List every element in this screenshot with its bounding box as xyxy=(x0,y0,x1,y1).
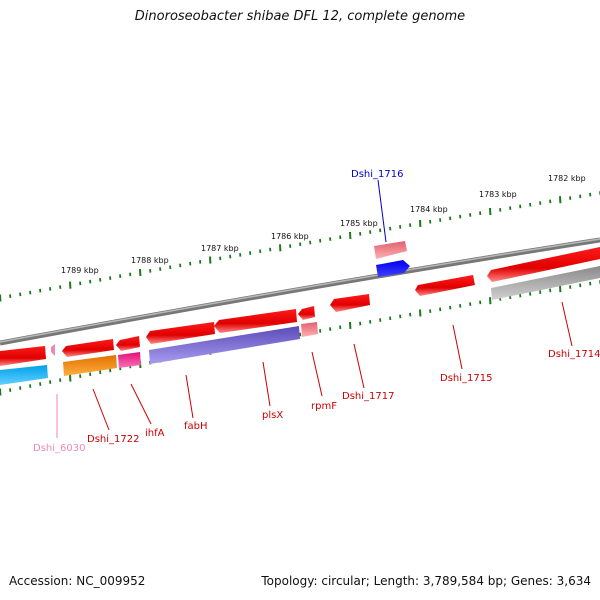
kbp-label: 1785 kbp xyxy=(340,219,378,228)
gene-left-edge-arrow[interactable] xyxy=(0,346,46,366)
leader-plsx xyxy=(262,361,271,407)
kbp-label: 1783 kbp xyxy=(479,190,517,199)
gene-label-dshi-1722[interactable]: Dshi_1722 xyxy=(87,434,139,445)
gene-label-plsx[interactable]: plsX xyxy=(262,410,283,421)
leader-ihfa xyxy=(130,383,152,425)
kbp-label: 1786 kbp xyxy=(271,232,309,241)
gene-label-rpmf[interactable]: rpmF xyxy=(311,401,337,412)
leader-dshi-1714 xyxy=(561,301,573,347)
gene-label-dshi-1716[interactable]: Dshi_1716 xyxy=(351,169,403,180)
gene-dshi-1716-blue[interactable] xyxy=(376,260,410,277)
inner-tick-row xyxy=(0,280,600,396)
gene-dshi-6030-feature[interactable] xyxy=(0,365,48,385)
gene-dshi-1722-arrow[interactable] xyxy=(62,339,114,357)
gene-dshi-1722-feature[interactable] xyxy=(63,355,117,376)
gene-label-dshi-1717[interactable]: Dshi_1717 xyxy=(342,391,394,402)
gene-plsx-arrow[interactable] xyxy=(214,309,297,333)
kbp-label: 1788 kbp xyxy=(131,256,169,265)
gene-ihfa-arrow[interactable] xyxy=(116,336,140,351)
gene-fabh-arrow[interactable] xyxy=(146,322,215,344)
gene-dshi-1717-arrow[interactable] xyxy=(330,294,370,312)
leader-rpmf xyxy=(311,351,323,397)
leader-dshi-1715 xyxy=(452,324,463,370)
leader-dshi-1717 xyxy=(353,343,365,389)
gene-label-fabh[interactable]: fabH xyxy=(184,421,208,432)
leader-fabh xyxy=(185,374,194,419)
kbp-label: 1787 kbp xyxy=(201,244,239,253)
gene-label-dshi-6030[interactable]: Dshi_6030 xyxy=(33,443,85,454)
leader-dshi-1722 xyxy=(92,388,110,431)
gene-ihfa-feature[interactable] xyxy=(118,352,141,368)
gene-label-dshi-1714[interactable]: Dshi_1714 xyxy=(548,349,600,360)
gene-gray-feature[interactable] xyxy=(491,266,600,300)
accession-text: Accession: NC_009952 xyxy=(9,574,146,588)
kbp-label: 1782 kbp xyxy=(548,174,586,183)
genome-summary-text: Topology: circular; Length: 3,789,584 bp… xyxy=(261,574,591,588)
leader-dshi-1716 xyxy=(377,179,387,243)
gene-dshi-1715-arrow[interactable] xyxy=(415,275,475,296)
gene-label-dshi-1715[interactable]: Dshi_1715 xyxy=(440,373,492,384)
gene-dshi-1716-pink[interactable] xyxy=(374,241,407,259)
gene-plsx-feature[interactable] xyxy=(149,326,300,364)
kbp-label: 1789 kbp xyxy=(61,266,99,275)
gene-label-ihfa[interactable]: ihfA xyxy=(145,428,165,439)
kbp-label: 1784 kbp xyxy=(410,205,448,214)
gene-dshi-6030-arrow[interactable] xyxy=(51,344,55,356)
gene-dshi-1714-arrow[interactable] xyxy=(487,247,600,282)
genome-backbone xyxy=(0,237,600,346)
gene-rpmf-arrow[interactable] xyxy=(298,306,315,320)
gene-rpmf-feature[interactable] xyxy=(301,322,318,337)
outer-tick-row xyxy=(0,191,600,302)
genome-backbone-highlight xyxy=(0,238,600,343)
map-title: Dinoroseobacter shibae DFL 12, complete … xyxy=(134,9,466,24)
